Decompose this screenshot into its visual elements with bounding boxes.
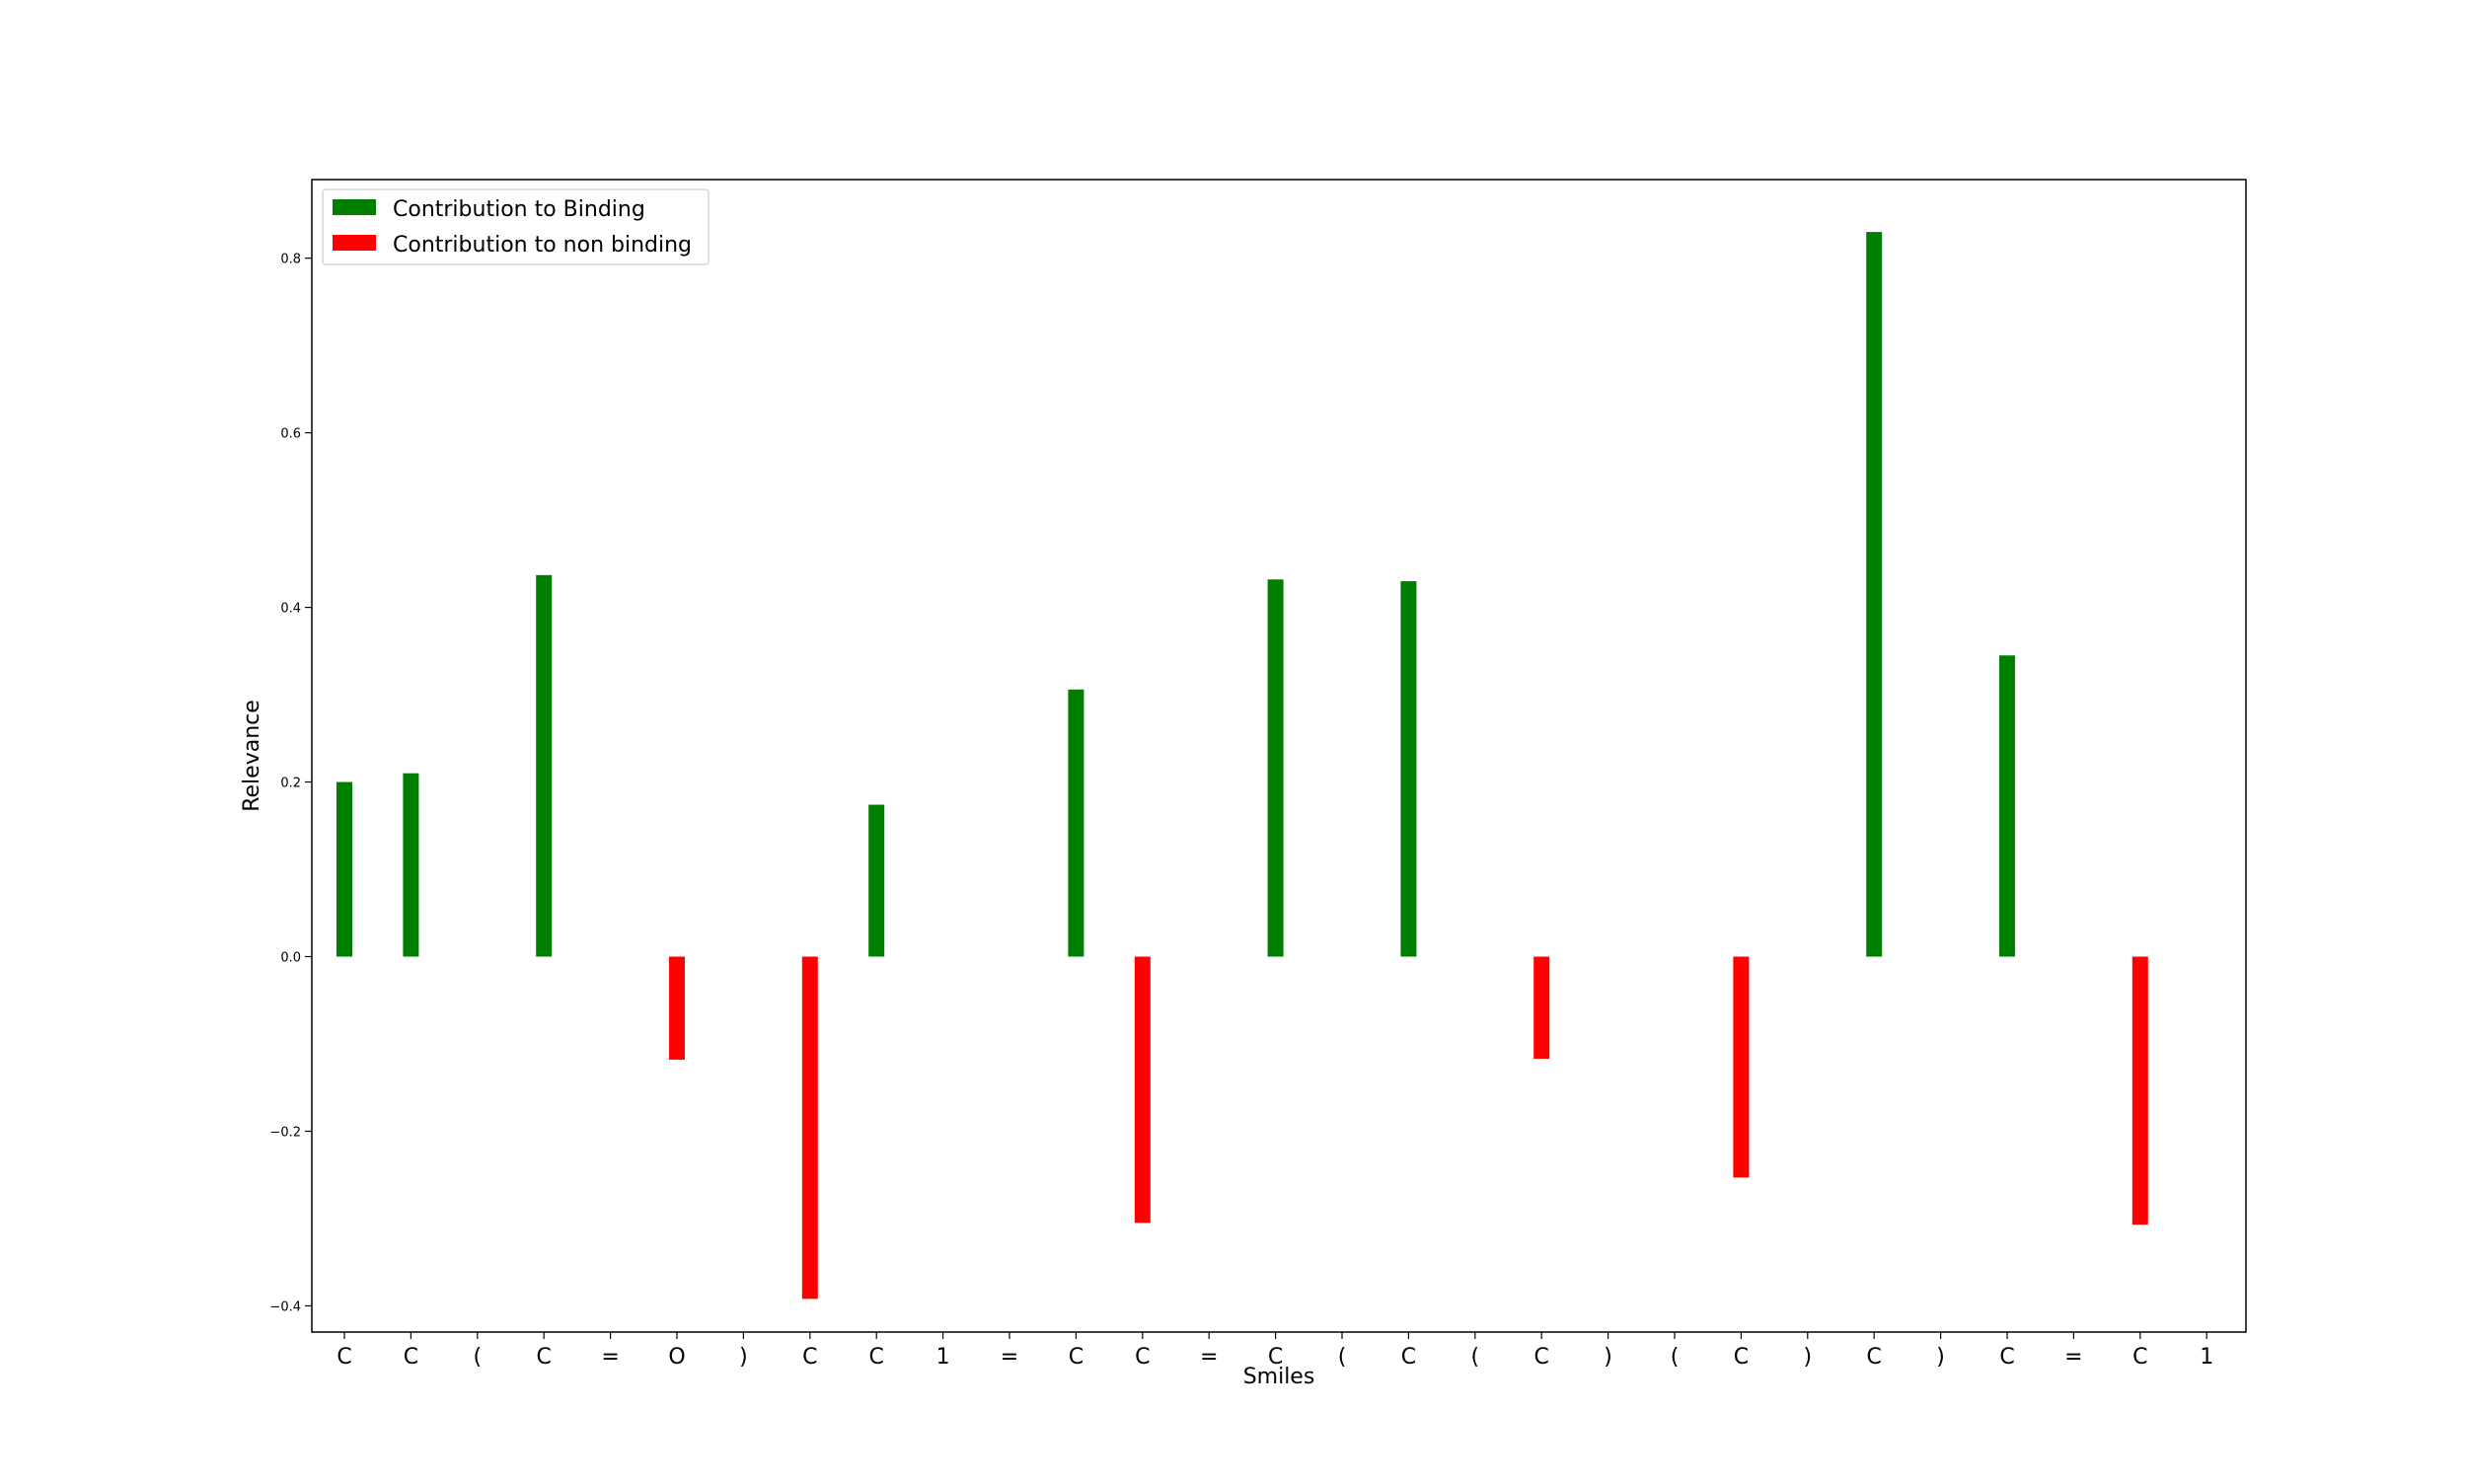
y-tick-label-1: −0.2 — [269, 1125, 301, 1140]
bar-binding-14 — [1267, 579, 1284, 957]
x-tick-label-16: C — [1401, 1345, 1416, 1370]
plot-frame — [311, 179, 2247, 1333]
x-tick-label-1: C — [404, 1345, 418, 1370]
x-tick-label-22: ) — [1804, 1345, 1813, 1370]
bar-binding-0 — [336, 781, 352, 957]
y-tick-label-3: 0.2 — [280, 777, 301, 791]
bar-non-binding-12 — [1134, 956, 1151, 1224]
legend: Contribution to Binding Contribution to … — [322, 188, 710, 265]
x-tick-label-3: C — [537, 1345, 552, 1370]
x-tick-label-21: C — [1734, 1345, 1749, 1370]
y-tick-label-4: 0.4 — [280, 602, 301, 617]
x-tick-label-0: C — [336, 1345, 351, 1370]
x-tick-label-11: C — [1069, 1345, 1084, 1370]
x-tick-label-9: 1 — [936, 1345, 950, 1370]
y-tick-label-5: 0.6 — [280, 427, 301, 442]
bar-binding-3 — [536, 574, 553, 957]
bars-layer — [336, 232, 2148, 1299]
x-tick-label-12: C — [1135, 1345, 1150, 1370]
bar-binding-25 — [1999, 655, 2015, 957]
legend-frame — [322, 188, 710, 265]
x-tick-label-5: O — [668, 1345, 685, 1370]
bar-non-binding-7 — [801, 956, 818, 1299]
bar-binding-16 — [1400, 581, 1417, 957]
x-tick-label-6: ) — [739, 1345, 748, 1370]
bar-binding-8 — [868, 804, 885, 957]
x-tick-label-8: C — [869, 1345, 884, 1370]
bar-binding-11 — [1068, 689, 1084, 957]
x-tick-label-14: C — [1268, 1345, 1283, 1370]
x-tick-label-15: ( — [1338, 1345, 1347, 1370]
x-tick-label-18: C — [1534, 1345, 1549, 1370]
x-tick-label-25: C — [1999, 1345, 2014, 1370]
x-tick-label-17: ( — [1471, 1345, 1480, 1370]
x-tick-label-24: ) — [1936, 1345, 1945, 1370]
x-tick-label-27: C — [2132, 1345, 2147, 1370]
x-tick-label-7: C — [802, 1345, 817, 1370]
x-tick-label-26: = — [2064, 1345, 2082, 1370]
x-tick-label-4: = — [601, 1345, 619, 1370]
bar-binding-23 — [1866, 232, 1883, 957]
bar-binding-1 — [403, 773, 419, 957]
x-tick-label-19: ) — [1604, 1345, 1612, 1370]
y-tick-label-0: −0.4 — [269, 1299, 301, 1314]
legend-label-non-binding: Contribution to non binding — [393, 233, 692, 258]
x-axis-label: Smiles — [1243, 1365, 1315, 1389]
y-axis-label: Relevance — [240, 700, 264, 812]
bar-non-binding-18 — [1533, 956, 1550, 1060]
bar-non-binding-5 — [669, 956, 685, 1060]
bar-non-binding-27 — [2131, 956, 2148, 1225]
bar-non-binding-21 — [1733, 956, 1750, 1178]
x-tick-label-20: ( — [1671, 1345, 1680, 1370]
legend-swatch-binding — [333, 199, 376, 215]
y-tick-label-2: 0.0 — [280, 951, 301, 966]
x-tick-label-2: ( — [474, 1345, 483, 1370]
x-tick-label-13: = — [1200, 1345, 1218, 1370]
x-axis: C C ( C = O) C C 1 = C C = C ( C ( C) ( C) C) C = C 1 — [336, 1332, 2213, 1370]
x-tick-label-10: = — [1001, 1345, 1018, 1370]
x-tick-label-28: 1 — [2200, 1345, 2213, 1370]
x-tick-label-23: C — [1867, 1345, 1882, 1370]
legend-swatch-non-binding — [333, 235, 376, 251]
legend-label-binding: Contribution to Binding — [393, 197, 645, 222]
y-tick-label-6: 0.8 — [280, 253, 301, 267]
y-axis: −0.4 −0.2 0.0 0.2 0.4 0.6 0.8 — [269, 253, 312, 1314]
